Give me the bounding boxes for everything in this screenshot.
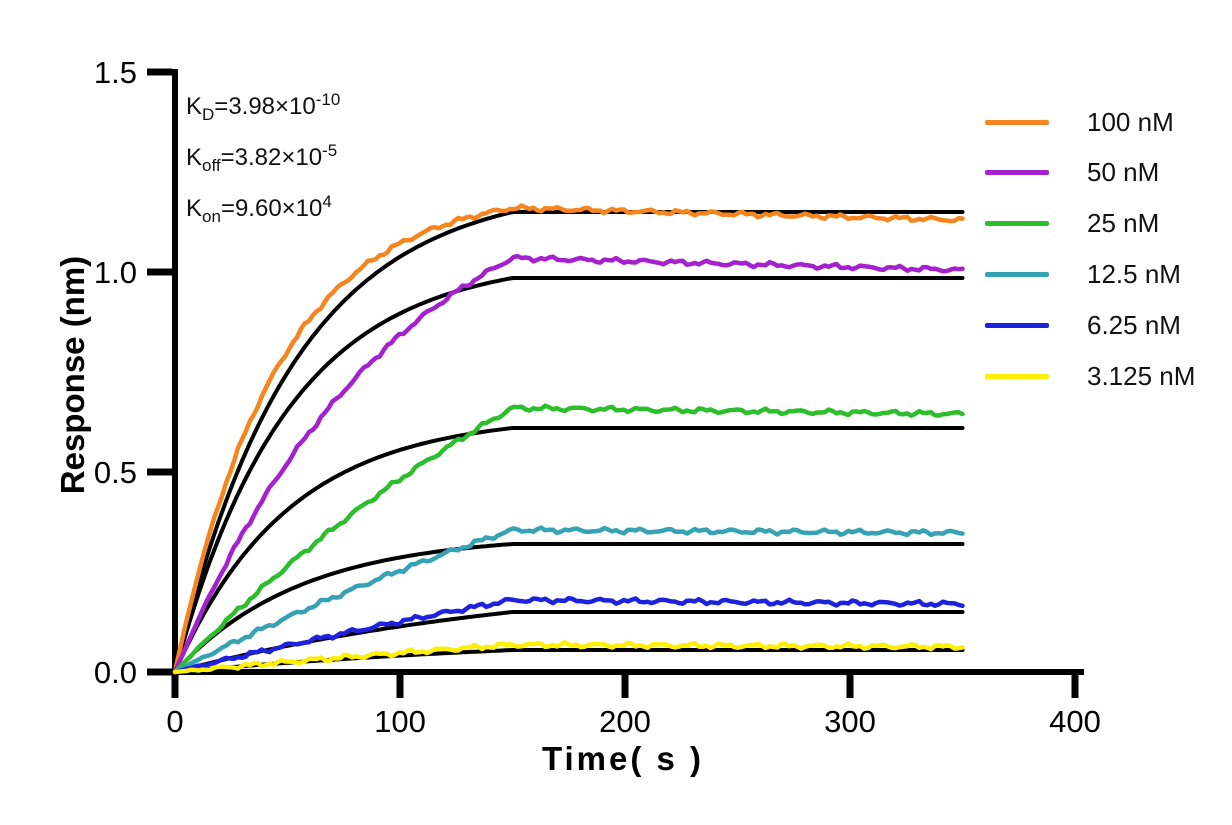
x-tick-label: 0 <box>166 704 184 739</box>
y-axis-tick <box>147 68 172 76</box>
y-axis-tick <box>147 668 172 676</box>
y-tick-label: 1.0 <box>93 255 137 290</box>
fit-curve-50nM <box>173 276 965 674</box>
x-tick-label: 100 <box>374 704 426 739</box>
x-axis-tick <box>171 675 179 698</box>
legend-label: 12.5 nM <box>1087 259 1181 290</box>
y-axis-tick <box>147 268 172 276</box>
legend-item-625nM: 6.25 nM <box>985 310 1181 341</box>
data-curve-50nM <box>172 253 965 675</box>
data-curve-125nM <box>172 525 965 675</box>
kinetics-line-Koff: Koff=3.82×10-5 <box>186 140 338 175</box>
x-tick-label: 300 <box>824 704 876 739</box>
data-curve-25nM <box>172 403 965 675</box>
kinetics-line-KD: KD=3.98×10-10 <box>186 90 341 124</box>
legend-label: 50 nM <box>1087 157 1160 188</box>
x-axis-title: Time( s ) <box>541 740 705 777</box>
fit-curve-25nM <box>173 426 965 674</box>
x-axis-tick <box>396 675 404 698</box>
x-tick-label: 400 <box>1049 704 1101 739</box>
y-tick-label: 1.5 <box>93 55 137 90</box>
x-axis-tick <box>846 675 854 698</box>
data-curve-100nM <box>172 203 965 675</box>
legend-swatch <box>985 221 1049 227</box>
legend-swatch <box>985 272 1049 278</box>
legend-label: 100 nM <box>1087 106 1174 137</box>
x-tick-label: 200 <box>599 704 651 739</box>
legend-label: 3.125 nM <box>1087 361 1196 391</box>
data-curve-3125nM <box>172 639 965 675</box>
legend-swatch <box>985 170 1049 176</box>
kinetics-line-Kon: Kon=9.60×104 <box>186 191 332 226</box>
legend-swatch <box>985 323 1049 329</box>
legend-item-100nM: 100 nM <box>985 107 1174 137</box>
data-curve-625nM <box>172 595 965 675</box>
kinetics-annotation: KD=3.98×10-10 Koff=3.82×10-5 Kon=9.60×104 <box>186 82 340 234</box>
legend-item-125nM: 12.5 nM <box>985 259 1181 290</box>
legend-item-50nM: 50 nM <box>985 157 1160 188</box>
legend-item-25nM: 25 nM <box>985 208 1160 239</box>
y-axis-tick <box>147 468 172 476</box>
x-axis-tick <box>1071 675 1079 698</box>
legend-swatch <box>985 374 1049 379</box>
x-axis-tick <box>621 675 629 698</box>
y-tick-label: 0.5 <box>93 455 137 490</box>
legend-label: 6.25 nM <box>1087 310 1181 341</box>
fit-curve-125nM <box>173 542 965 674</box>
legend-label: 25 nM <box>1087 208 1160 239</box>
x-axis-spine <box>172 669 1084 675</box>
y-axis-title: Response (nm) <box>54 255 91 495</box>
y-axis-spine <box>172 69 178 678</box>
y-tick-label: 0.0 <box>93 655 137 690</box>
legend-swatch <box>985 119 1049 125</box>
legend-item-3125nM: 3.125 nM <box>985 361 1196 392</box>
